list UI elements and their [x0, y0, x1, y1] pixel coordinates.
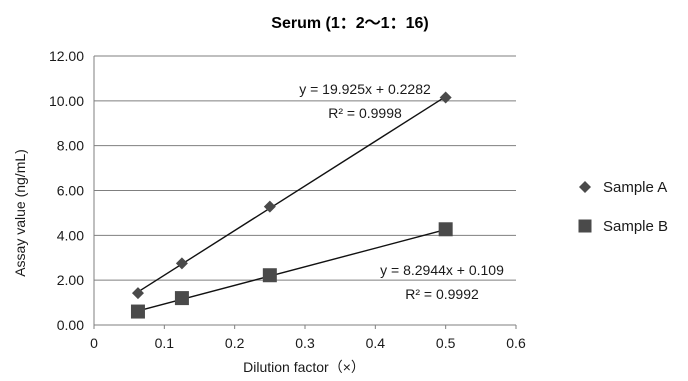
legend-label-sample-a: Sample A: [603, 179, 667, 196]
data-point-sample-a: [263, 200, 276, 213]
y-tick-label: 12.00: [49, 48, 84, 64]
trendline-equation: y = 8.2944x + 0.109: [380, 262, 504, 278]
legend: Sample A Sample B: [578, 179, 668, 235]
chart-title: Serum (1：2〜1：16): [271, 15, 428, 32]
legend-marker-sample-a: [579, 181, 591, 193]
trendlines: [137, 95, 447, 312]
data-points: [130, 91, 453, 319]
y-tick-label: 6.00: [57, 183, 84, 199]
y-tick-label: 0.00: [57, 317, 84, 333]
x-tick-label: 0.5: [436, 335, 456, 351]
x-tick-label: 0: [90, 335, 98, 351]
y-tick-label: 4.00: [57, 227, 84, 243]
legend-label-sample-b: Sample B: [603, 218, 668, 235]
y-tick-label: 2.00: [57, 272, 84, 288]
data-point-sample-b: [130, 304, 145, 319]
data-point-sample-a: [175, 257, 188, 270]
trendline-r-squared: R² = 0.9998: [328, 105, 402, 121]
axes: [93, 56, 517, 329]
data-point-sample-a: [131, 287, 144, 300]
x-tick-label: 0.2: [225, 335, 245, 351]
tick-labels: 0.00 2.00 4.00 6.00 8.00 10.00 12.00 0 0.1 0.2 0.3…: [49, 48, 526, 351]
data-point-sample-b: [174, 291, 189, 306]
y-tick-label: 10.00: [49, 93, 84, 109]
gridlines: [94, 55, 516, 281]
data-point-sample-a: [439, 91, 452, 104]
x-tick-label: 0.4: [366, 335, 386, 351]
x-tick-label: 0.6: [506, 335, 526, 351]
y-axis-label: Assay value (ng/mL): [12, 149, 28, 277]
trendline-sample-b: [137, 228, 446, 312]
trendline-equation: y = 19.925x + 0.2282: [299, 81, 431, 97]
data-point-sample-b: [438, 222, 453, 237]
y-tick-label: 8.00: [57, 138, 84, 154]
x-tick-label: 0.1: [155, 335, 175, 351]
data-point-sample-b: [262, 268, 277, 283]
x-axis-label: Dilution factor（×）: [243, 359, 365, 375]
trendline-sample-a: [137, 95, 447, 293]
x-tick-label: 0.3: [295, 335, 315, 351]
legend-marker-sample-b: [578, 219, 592, 233]
trendline-r-squared: R² = 0.9992: [405, 286, 479, 302]
trendline-labels: y = 19.925x + 0.2282 R² = 0.9998 y = 8.294…: [299, 81, 504, 302]
